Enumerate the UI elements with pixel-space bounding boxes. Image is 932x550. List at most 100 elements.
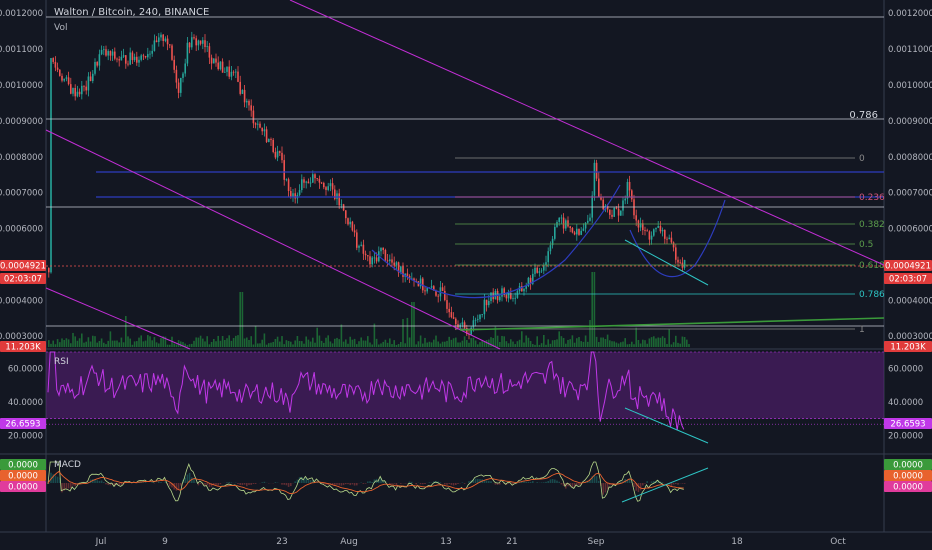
x-axis: Jul 9 23 Aug 13 21 Sep 18 Oct: [95, 537, 847, 547]
macd-badge-right-text: 0.0000: [893, 472, 923, 482]
candle: [380, 247, 382, 257]
candle-body: [290, 190, 292, 198]
candle-body: [272, 139, 274, 153]
candle: [246, 98, 248, 109]
volume-bar: [402, 319, 404, 347]
macd-histogram-bar: [444, 483, 446, 485]
candle: [406, 268, 409, 280]
volume-bar: [413, 302, 415, 347]
candle: [226, 66, 228, 77]
macd-histogram-bar: [246, 483, 248, 487]
macd-histogram-bar: [309, 480, 312, 483]
volume-bar: [532, 344, 534, 347]
volume-bar: [131, 344, 134, 347]
volume-bar: [298, 340, 301, 347]
volume-bar: [180, 341, 182, 347]
macd-histogram-bar: [197, 483, 200, 486]
volume-bar: [595, 336, 598, 347]
macd-histogram-bar: [96, 480, 98, 483]
volume-bar: [441, 341, 444, 347]
candle: [554, 223, 556, 241]
candle-body: [622, 200, 624, 211]
volume-bar: [239, 292, 241, 347]
candle-body: [444, 290, 446, 301]
candle: [391, 253, 393, 267]
volume-bar: [529, 341, 532, 347]
macd-histogram-bar: [617, 482, 620, 483]
candle-body: [85, 86, 87, 91]
candle-body: [59, 69, 61, 76]
volume-bar: [116, 340, 118, 347]
candle-body: [230, 71, 233, 77]
macd-histogram-bar: [659, 481, 662, 483]
volume-bar: [111, 340, 114, 347]
macd-histogram-bar: [59, 477, 61, 483]
candle: [413, 277, 415, 287]
volume-bar: [677, 342, 679, 347]
volume-bar: [534, 344, 536, 347]
candle-body: [235, 71, 237, 73]
candle: [587, 214, 589, 224]
macd-histogram-bar: [349, 483, 351, 486]
candle: [265, 126, 268, 143]
volume-bar: [397, 344, 400, 347]
candle-body: [659, 226, 662, 232]
volume-bar: [622, 341, 624, 347]
candle: [261, 127, 263, 136]
candle: [50, 57, 52, 274]
candle: [426, 287, 428, 294]
macd-histogram-bar: [250, 483, 252, 485]
candle-body: [329, 183, 332, 187]
volume-bar: [261, 339, 263, 347]
volume-bar: [217, 335, 219, 347]
candle: [514, 292, 516, 305]
candle: [202, 37, 204, 50]
macd-histogram-bar: [226, 482, 228, 483]
macd-histogram-bar: [446, 483, 448, 485]
price-badge-right-text: 0.0004921: [885, 262, 931, 272]
macd-histogram-bar: [367, 481, 369, 483]
volume-bar: [391, 344, 393, 347]
candle: [48, 267, 50, 278]
volume-bar: [169, 344, 171, 347]
candle-body: [419, 278, 422, 287]
macd-histogram-bar: [281, 483, 283, 485]
volume-bar: [584, 335, 587, 347]
volume-bar: [659, 337, 662, 347]
volume-bar: [160, 338, 162, 347]
macd-histogram-bar: [74, 483, 76, 487]
cup-arc: [371, 184, 621, 299]
candle: [279, 150, 281, 156]
candle: [622, 197, 624, 216]
candle-body: [320, 182, 323, 184]
candle-body: [252, 110, 255, 124]
candle: [197, 39, 200, 51]
volume-bar: [650, 337, 653, 347]
candle-body: [461, 322, 464, 325]
macd-histogram-bar: [507, 483, 510, 484]
macd-histogram-bar: [63, 483, 65, 491]
candle: [147, 47, 149, 61]
macd-histogram-bar: [345, 483, 347, 485]
volume-bar: [96, 342, 98, 347]
macd-histogram-bar: [230, 482, 233, 483]
x-tick-label: 23: [276, 537, 287, 547]
candle-body: [679, 262, 681, 264]
y-tick-label-left: 0.0010000: [0, 81, 43, 91]
fib-label-top: 0.786: [849, 110, 878, 121]
candle-body: [191, 37, 193, 48]
candle-body: [83, 85, 85, 87]
macd-histogram-bar: [400, 483, 402, 484]
volume-bar: [688, 344, 690, 347]
y-tick-label-right: 0.0007000: [888, 189, 932, 199]
macd-histogram-bar: [142, 482, 145, 483]
macd-histogram-bar: [591, 476, 593, 483]
macd-histogram-bar: [452, 483, 455, 486]
volume-bar: [527, 337, 530, 347]
macd-histogram-bar: [496, 483, 499, 485]
candle-body: [294, 193, 296, 199]
volume-bar: [177, 340, 180, 347]
macd-histogram-bar: [633, 483, 635, 488]
